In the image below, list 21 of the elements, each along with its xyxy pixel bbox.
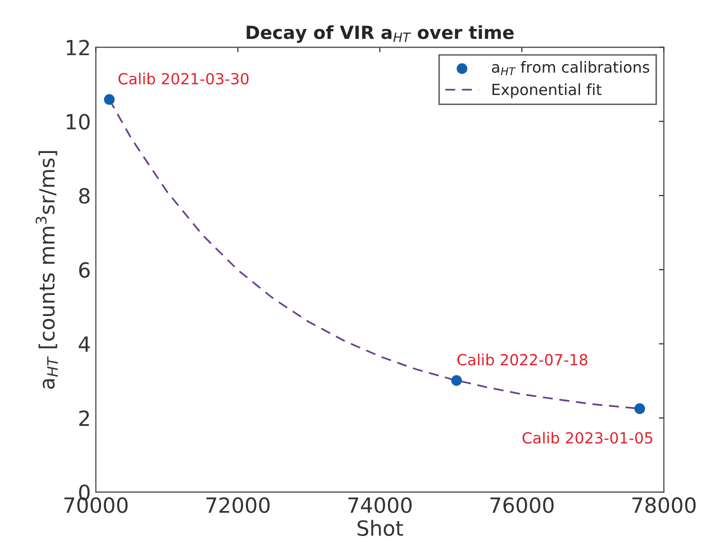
x-axis-title: Shot [358,520,404,536]
x-tick-label: 72000 [206,497,270,514]
x-tick-label: 76000 [490,497,554,514]
annotation: Calib 2023-01-05 [522,432,652,444]
y-tick-label: 10 [66,114,90,130]
x-tick-label: 74000 [348,497,412,514]
chart-title: Decay of VIR a$_{HT}$ over time [246,25,514,43]
legend-label: Exponential fit [492,83,602,98]
y-tick-label: 4 [78,336,90,352]
y-axis-title: a$_{HT}$ [counts mm$^{3}$sr/ms] [36,151,58,389]
y-tick-label: 8 [79,188,90,204]
x-tick-label: 78000 [632,497,696,514]
y-tick-label: 2 [79,410,89,426]
y-tick-label: 12 [66,40,89,56]
annotation: Calib 2022-07-18 [457,354,588,366]
legend-label: a$_{HT}$ from calibrations [492,61,650,76]
point [104,94,115,105]
point [451,375,462,386]
annotation: Calib 2021-03-30 [118,72,249,85]
y-tick-label: 6 [79,262,90,278]
point [634,403,646,414]
